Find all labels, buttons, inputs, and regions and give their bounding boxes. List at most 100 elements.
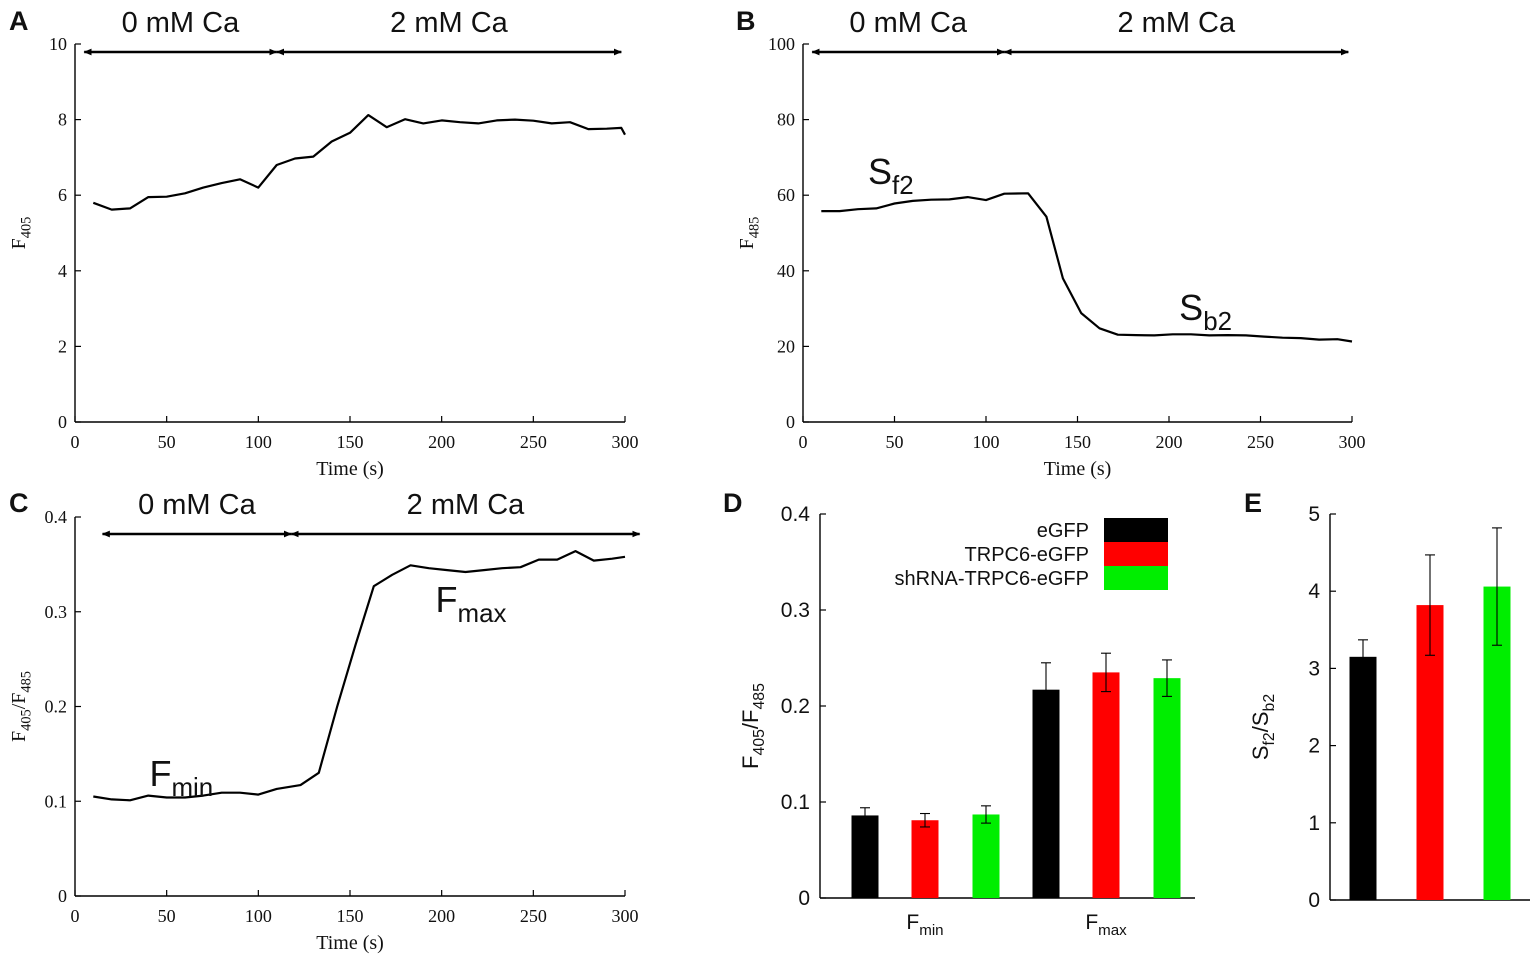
x-tick-label: 0	[71, 906, 80, 926]
error-bar	[1041, 662, 1051, 718]
x-tick-label: 100	[245, 906, 272, 926]
x-tick-label: 0	[799, 432, 808, 452]
x-tick-label: 250	[1247, 432, 1274, 452]
legend-label: TRPC6-eGFP	[965, 544, 1089, 566]
x-tick-label: 150	[337, 906, 364, 926]
annotation-label: Fmax	[436, 579, 507, 628]
y-tick-label: 0.1	[781, 791, 810, 814]
x-tick-label: 0	[71, 432, 80, 452]
legend-swatch	[1104, 542, 1168, 566]
condition-label: 2 mM Ca	[1117, 7, 1236, 39]
y-tick-label: 0.2	[781, 695, 810, 718]
y-tick-label: 10	[49, 34, 67, 54]
trace-line	[821, 192, 1353, 343]
group-label: Fmin	[906, 911, 943, 939]
y-tick-label: 0	[798, 887, 810, 910]
x-tick-label: 150	[1064, 432, 1091, 452]
y-axis-label: F485	[736, 217, 763, 250]
panel-label: E	[1244, 488, 1262, 518]
group-label: Fmax	[1085, 911, 1127, 939]
y-tick-label: 4	[58, 261, 67, 281]
panel-label: B	[736, 6, 756, 36]
condition-label: 2 mM Ca	[407, 489, 526, 521]
panel-d: D 0 0.1 0.2 0.3 0.4 F405/F485 Fmin Fmax eGFPTRPC6…	[723, 488, 1195, 939]
legend-swatch	[1104, 518, 1168, 542]
y-tick-label: 6	[58, 185, 67, 205]
legend-label: eGFP	[1037, 520, 1089, 542]
y-tick-label: 3	[1308, 657, 1320, 680]
x-axis-label: Time (s)	[316, 932, 384, 954]
y-tick-label: 0.4	[45, 507, 68, 527]
trace-line	[93, 549, 626, 802]
y-tick-label: 0	[1308, 889, 1320, 912]
y-tick-label: 5	[1308, 503, 1320, 526]
x-tick-label: 200	[428, 432, 455, 452]
bar	[972, 814, 1000, 898]
condition-label: 0 mM Ca	[849, 7, 968, 39]
y-tick-label: 4	[1308, 580, 1320, 603]
error-bar	[1492, 527, 1502, 646]
panel-b: B 0 50 100 150 200 250 300 0 20 40 60 80 100 Time (s) F…	[736, 6, 1366, 480]
y-tick-label: 8	[58, 110, 67, 130]
x-axis-label: Time (s)	[1044, 458, 1112, 480]
panel-label: A	[9, 6, 29, 36]
x-axis-label: Time (s)	[316, 458, 384, 480]
error-bar	[1425, 554, 1435, 656]
y-tick-label: 60	[777, 185, 795, 205]
bar	[1032, 689, 1060, 898]
x-tick-label: 100	[245, 432, 272, 452]
panel-c: C 0 50 100 150 200 250 300 0 0.1 0.2 0.3 0.4 Time (s)…	[8, 488, 641, 954]
y-tick-label: 0	[58, 412, 67, 432]
panel-label: D	[723, 488, 743, 518]
x-tick-label: 50	[158, 432, 176, 452]
bar	[851, 815, 879, 898]
annotation-label: Sb2	[1179, 287, 1232, 336]
bar	[911, 820, 939, 898]
error-bar	[1162, 659, 1172, 697]
y-tick-label: 0.3	[45, 602, 68, 622]
y-tick-label: 2	[1308, 735, 1320, 758]
bar	[1349, 656, 1377, 900]
y-axis-label: F405/F485	[738, 683, 768, 769]
x-tick-label: 50	[158, 906, 176, 926]
panel-e: E 0 1 2 3 4 5 Sf2/Sb2	[1244, 488, 1530, 912]
x-tick-label: 250	[520, 432, 547, 452]
trace-line	[92, 113, 626, 211]
y-tick-label: 0.2	[45, 697, 68, 717]
x-tick-label: 300	[612, 906, 639, 926]
x-tick-label: 200	[428, 906, 455, 926]
y-tick-label: 80	[777, 110, 795, 130]
x-tick-label: 50	[886, 432, 904, 452]
y-tick-label: 0	[58, 886, 67, 906]
y-tick-label: 0	[786, 412, 795, 432]
x-tick-label: 250	[520, 906, 547, 926]
bar	[1153, 678, 1181, 898]
x-tick-label: 300	[1339, 432, 1366, 452]
y-tick-label: 20	[777, 336, 795, 356]
error-bar	[1101, 652, 1111, 693]
bar	[1092, 672, 1120, 898]
panel-a: A 0 50 100 150 200 250 300 0 2 4 6 8 10 Time (s) F405 0 …	[8, 6, 639, 480]
y-tick-label: 40	[777, 261, 795, 281]
annotation-label: Fmin	[149, 753, 213, 802]
condition-label: 2 mM Ca	[390, 7, 509, 39]
y-tick-label: 0.4	[781, 503, 811, 526]
condition-label: 0 mM Ca	[138, 489, 257, 521]
y-tick-label: 1	[1308, 812, 1320, 835]
y-tick-label: 0.1	[45, 791, 68, 811]
legend-label: shRNA-TRPC6-eGFP	[895, 568, 1089, 590]
y-tick-label: 2	[58, 336, 67, 356]
legend-swatch	[1104, 566, 1168, 590]
y-axis-label: F405	[8, 217, 35, 250]
y-axis-label: Sf2/Sb2	[1248, 694, 1278, 760]
x-tick-label: 200	[1156, 432, 1183, 452]
panel-label: C	[9, 488, 29, 518]
condition-label: 0 mM Ca	[122, 7, 241, 39]
error-bar	[860, 807, 870, 824]
error-bar	[981, 805, 991, 824]
y-tick-label: 100	[768, 34, 795, 54]
x-tick-label: 150	[337, 432, 364, 452]
error-bar	[920, 812, 930, 828]
